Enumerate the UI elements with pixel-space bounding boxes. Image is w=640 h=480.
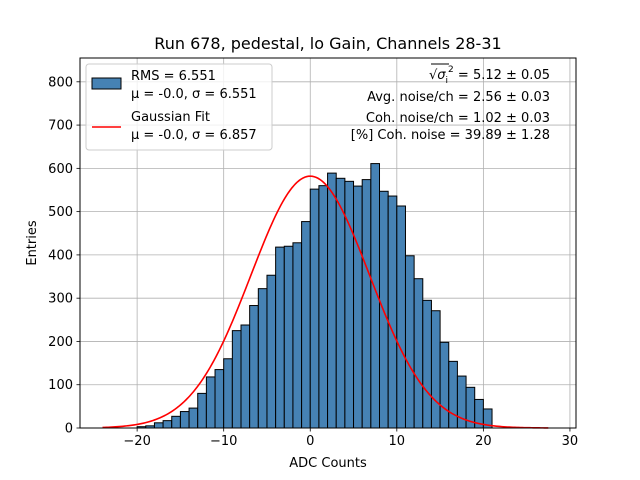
histogram-bar bbox=[439, 341, 450, 429]
gaussian-fit-line bbox=[102, 175, 549, 429]
histogram-bar bbox=[188, 407, 199, 429]
histogram-bar bbox=[223, 358, 233, 429]
histogram-bar bbox=[430, 310, 441, 429]
x-tick-label: 30 bbox=[562, 434, 579, 449]
y-tick-label: 200 bbox=[48, 335, 73, 350]
annotation-coh-noise-percent: [%] Coh. noise = 39.89 ± 1.28 bbox=[351, 128, 550, 143]
histogram-bar bbox=[361, 179, 372, 429]
y-tick-label: 600 bbox=[48, 162, 73, 177]
histogram-bar bbox=[318, 185, 329, 429]
x-axis-ticks: −20 −10 0 10 20 30 bbox=[123, 428, 578, 449]
legend-entry-histogram: RMS = 6.551 bbox=[131, 69, 216, 84]
histogram-bar bbox=[249, 305, 259, 429]
legend-box bbox=[85, 63, 273, 151]
y-tick-label: 0 bbox=[65, 422, 73, 437]
histogram-bar bbox=[153, 422, 164, 429]
x-tick-label: −20 bbox=[123, 434, 150, 449]
annotations: √σi2 = 5.12 ± 0.05 Avg. noise/ch = 2.56 … bbox=[351, 63, 550, 143]
histogram-bar bbox=[240, 324, 251, 429]
y-axis-ticks: 0 100 200 300 400 500 600 700 800 bbox=[48, 75, 80, 437]
histogram-bar bbox=[404, 255, 415, 429]
histogram-bar bbox=[309, 188, 320, 429]
x-tick-label: 20 bbox=[475, 434, 492, 449]
histogram-bar bbox=[387, 195, 398, 429]
histogram-bar bbox=[292, 242, 303, 429]
annotation-coh-noise: Coh. noise/ch = 1.02 ± 0.03 bbox=[366, 111, 550, 126]
x-tick-label: −10 bbox=[210, 434, 237, 449]
x-tick-label: 10 bbox=[389, 434, 406, 449]
x-tick-label: 0 bbox=[306, 434, 314, 449]
histogram-bar bbox=[197, 392, 207, 429]
x-axis-label: ADC Counts bbox=[289, 456, 367, 471]
y-tick-label: 400 bbox=[48, 248, 73, 263]
histogram-bar bbox=[283, 245, 294, 429]
histogram-bar bbox=[396, 205, 406, 429]
y-tick-label: 100 bbox=[48, 378, 73, 393]
histogram-bar bbox=[335, 177, 346, 429]
legend-histogram-swatch bbox=[91, 77, 122, 90]
y-tick-label: 300 bbox=[48, 292, 73, 307]
chart-title: Run 678, pedestal, lo Gain, Channels 28-… bbox=[154, 34, 501, 53]
y-tick-label: 800 bbox=[48, 75, 73, 90]
annotation-total-noise: √σi2 = 5.12 ± 0.05 bbox=[429, 65, 550, 86]
histogram-bar bbox=[257, 288, 268, 429]
histogram-bar bbox=[353, 185, 363, 429]
plot-frame bbox=[79, 57, 577, 429]
histogram-bar bbox=[327, 172, 337, 429]
annotation-avg-noise: Avg. noise/ch = 2.56 ± 0.03 bbox=[367, 90, 550, 105]
histogram-bar bbox=[205, 376, 216, 429]
legend-entry-fit-stats: μ = -0.0, σ = 6.857 bbox=[131, 128, 257, 143]
histogram-bar bbox=[413, 278, 424, 429]
y-tick-label: 700 bbox=[48, 119, 73, 134]
histogram-bar bbox=[448, 360, 458, 429]
histogram-bar bbox=[214, 369, 225, 429]
gaussian-fit bbox=[102, 175, 549, 429]
histogram-bar bbox=[422, 299, 432, 429]
y-tick-label: 500 bbox=[48, 205, 73, 220]
histogram-bar bbox=[162, 420, 173, 429]
histogram-bar bbox=[275, 246, 285, 429]
histogram-bar bbox=[179, 411, 190, 429]
histogram-bar bbox=[301, 221, 311, 429]
legend-entry-histogram-stats: μ = -0.0, σ = 6.551 bbox=[131, 87, 257, 102]
y-axis-label: Entries bbox=[25, 220, 40, 266]
legend: RMS = 6.551 μ = -0.0, σ = 6.551 Gaussian… bbox=[85, 63, 273, 151]
histogram-bar bbox=[171, 415, 181, 429]
legend-entry-fit: Gaussian Fit bbox=[131, 110, 210, 125]
histogram-bar bbox=[266, 274, 277, 429]
histogram-bar bbox=[231, 330, 242, 429]
